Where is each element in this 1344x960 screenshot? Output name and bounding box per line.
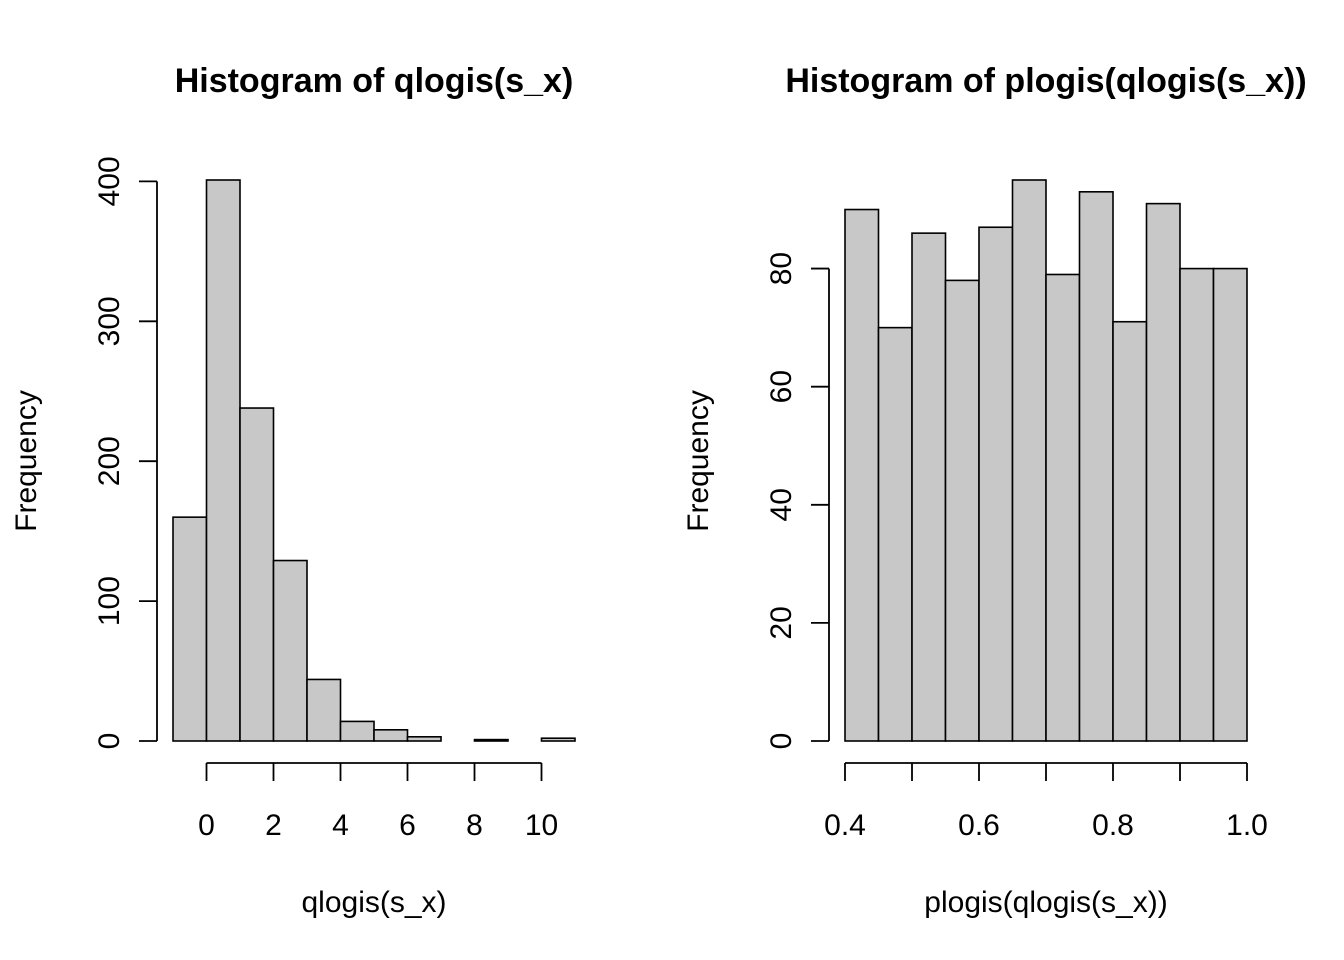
histogram-bar <box>239 407 275 742</box>
histogram-bar <box>306 678 342 742</box>
y-tick-label: 200 <box>93 436 126 486</box>
y-axis-label: Frequency <box>10 390 43 532</box>
x-tick-label: 6 <box>399 809 416 842</box>
y-tick-label: 40 <box>765 488 798 521</box>
y-axis-label: Frequency <box>682 390 715 532</box>
histogram-panel-qlogis: Histogram of qlogis(s_x) qlogis(s_x) Fre… <box>10 62 576 919</box>
histogram-bar <box>911 232 947 742</box>
y-tick-label: 400 <box>93 156 126 206</box>
histogram-bar <box>473 738 509 742</box>
y-tick-label: 0 <box>93 733 126 750</box>
histogram-bar <box>172 516 208 742</box>
y-tick-label: 0 <box>765 733 798 750</box>
x-tick-label: 4 <box>332 809 349 842</box>
histogram-bar <box>1011 179 1047 742</box>
x-tick-label: 0.4 <box>824 809 866 842</box>
x-tick-label: 1.0 <box>1226 809 1268 842</box>
x-tick-label: 8 <box>466 809 483 842</box>
y-tick-label: 20 <box>765 606 798 639</box>
histogram-bar <box>406 736 442 742</box>
histogram-bar <box>1145 202 1181 742</box>
x-tick-label: 10 <box>525 809 558 842</box>
x-tick-label: 0 <box>198 809 215 842</box>
histogram-bar <box>272 559 308 742</box>
histogram-bar <box>1179 267 1215 742</box>
chart-title: Histogram of qlogis(s_x) <box>175 62 574 100</box>
histogram-bar <box>944 279 980 742</box>
y-tick-label: 80 <box>765 252 798 285</box>
histogram-bar <box>540 737 576 742</box>
histogram-bar <box>844 208 880 742</box>
x-tick-label: 2 <box>265 809 282 842</box>
histogram-bar <box>877 326 913 742</box>
x-axis-label: plogis(qlogis(s_x)) <box>924 886 1167 919</box>
x-tick-label: 0.8 <box>1092 809 1134 842</box>
y-tick-label: 100 <box>93 576 126 626</box>
histogram-bar <box>978 226 1014 742</box>
x-tick-label: 0.6 <box>958 809 1000 842</box>
x-axis-label: qlogis(s_x) <box>301 886 446 919</box>
histogram-bar <box>373 729 409 742</box>
histogram-bar <box>1078 191 1114 742</box>
y-tick-label: 300 <box>93 296 126 346</box>
histogram-bar <box>1112 320 1148 742</box>
y-tick-label: 60 <box>765 370 798 403</box>
histogram-bar <box>1212 267 1248 742</box>
histogram-bar <box>339 720 375 742</box>
histogram-panel-plogis: Histogram of plogis(qlogis(s_x)) plogis(… <box>682 62 1307 919</box>
chart-title: Histogram of plogis(qlogis(s_x)) <box>785 62 1306 100</box>
histogram-bar <box>1045 273 1081 742</box>
histogram-bar <box>205 179 241 742</box>
